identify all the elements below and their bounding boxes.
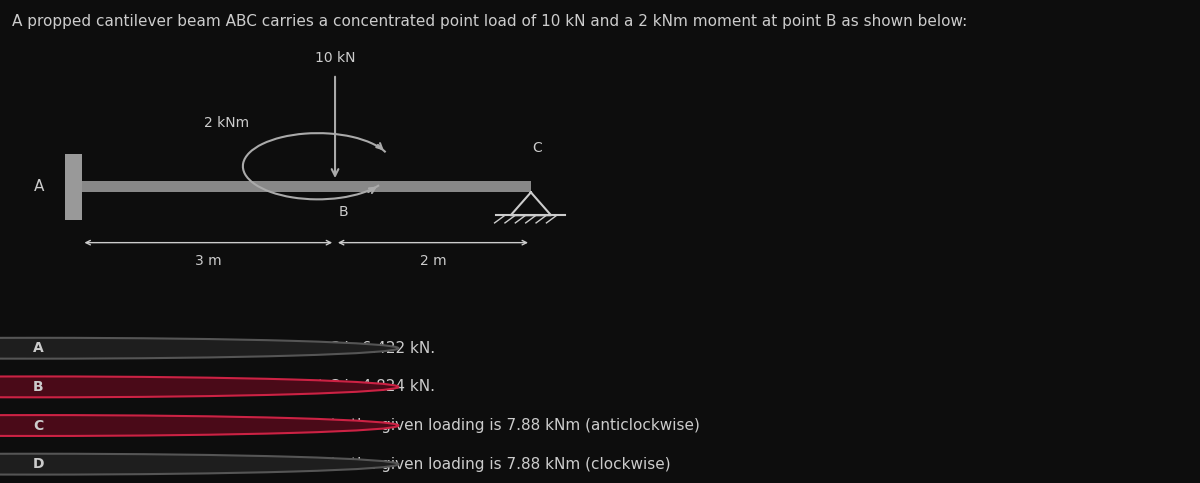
Text: B: B [34,380,43,394]
Text: 2 kNm: 2 kNm [204,116,248,130]
Text: B: B [338,205,348,219]
Circle shape [0,376,398,398]
Bar [82,181,530,192]
Text: 10 kN: 10 kN [314,51,355,65]
Text: 2 m: 2 m [420,254,446,268]
Text: D: D [32,457,44,471]
Text: The moment produced at A due to the given loading is 7.88 kNm (clockwise): The moment produced at A due to the give… [82,456,671,472]
Text: The vertical support reaction at C is 4.824 kN.: The vertical support reaction at C is 4.… [82,379,434,395]
Text: The vertical support reaction at C is 6.422 kN.: The vertical support reaction at C is 6.… [82,341,434,356]
Text: The moment produced at A due to the given loading is 7.88 kNm (anticlockwise): The moment produced at A due to the give… [82,418,700,433]
Circle shape [0,454,398,475]
Text: 3 m: 3 m [196,254,222,268]
Text: C: C [34,419,43,432]
Circle shape [0,338,398,359]
Text: A: A [35,179,44,194]
Text: C: C [532,142,541,156]
Circle shape [0,415,398,436]
Text: A: A [34,341,43,355]
Bar [66,154,82,220]
Text: A propped cantilever beam ABC carries a concentrated point load of 10 kN and a 2: A propped cantilever beam ABC carries a … [12,14,967,29]
